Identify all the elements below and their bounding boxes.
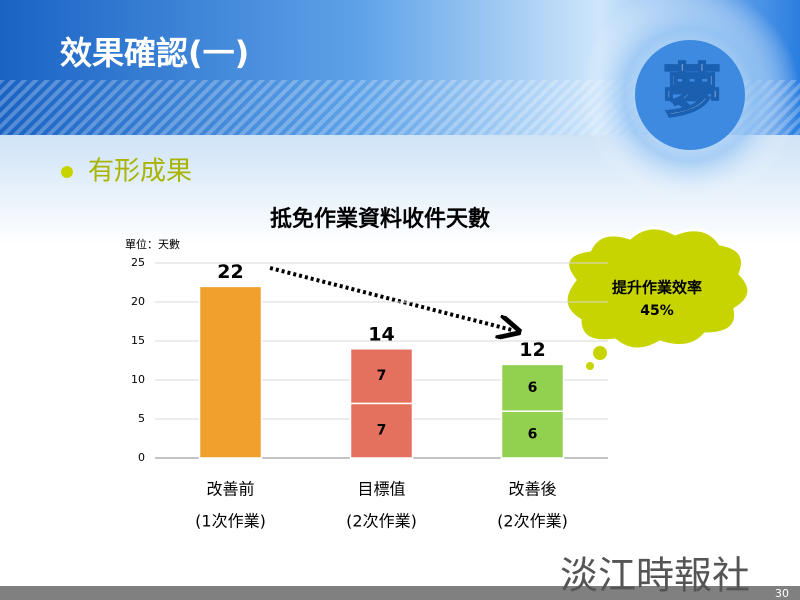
total-label: 12 bbox=[519, 339, 545, 361]
segment-label: 7 bbox=[377, 423, 387, 439]
x-tick-note: (2次作業) bbox=[346, 512, 417, 531]
footer-text: 淡江時報社 bbox=[560, 554, 750, 598]
y-tick-label: 0 bbox=[138, 451, 145, 464]
x-tick-note: (2次作業) bbox=[497, 512, 568, 531]
bullet-text: 有形成果 bbox=[88, 157, 192, 187]
x-tick-note: (1次作業) bbox=[195, 512, 266, 531]
bar-segment bbox=[200, 286, 262, 458]
page-number: 30 bbox=[775, 587, 789, 600]
chart-title: 抵免作業資料收件天數 bbox=[270, 206, 490, 232]
total-label: 22 bbox=[217, 261, 243, 283]
x-tick-label: 改善後 bbox=[508, 480, 556, 499]
segment-label: 6 bbox=[528, 380, 538, 396]
total-label: 14 bbox=[368, 323, 394, 345]
x-tick-label: 目標值 bbox=[357, 480, 405, 499]
x-tick-label: 改善前 bbox=[206, 480, 254, 499]
y-tick-label: 20 bbox=[131, 295, 145, 308]
segment-label: 7 bbox=[377, 368, 387, 384]
bullet-dot bbox=[61, 166, 73, 178]
y-axis-label: 單位：天數 bbox=[125, 237, 180, 251]
y-tick-label: 10 bbox=[131, 373, 145, 386]
y-tick-label: 15 bbox=[131, 334, 145, 347]
callout-value: 45% bbox=[640, 303, 674, 319]
y-tick-label: 25 bbox=[131, 256, 145, 269]
slide-title: 效果確認(一) bbox=[60, 34, 249, 72]
segment-label: 6 bbox=[528, 427, 538, 443]
slide: 效果確認(一) 夢 有形成果 抵免作業資料收件天數 單位：天數 提升作業效率 4… bbox=[0, 0, 800, 600]
callout-text: 提升作業效率 bbox=[612, 279, 702, 297]
y-tick-label: 5 bbox=[138, 412, 145, 425]
logo: 夢 bbox=[663, 57, 721, 125]
